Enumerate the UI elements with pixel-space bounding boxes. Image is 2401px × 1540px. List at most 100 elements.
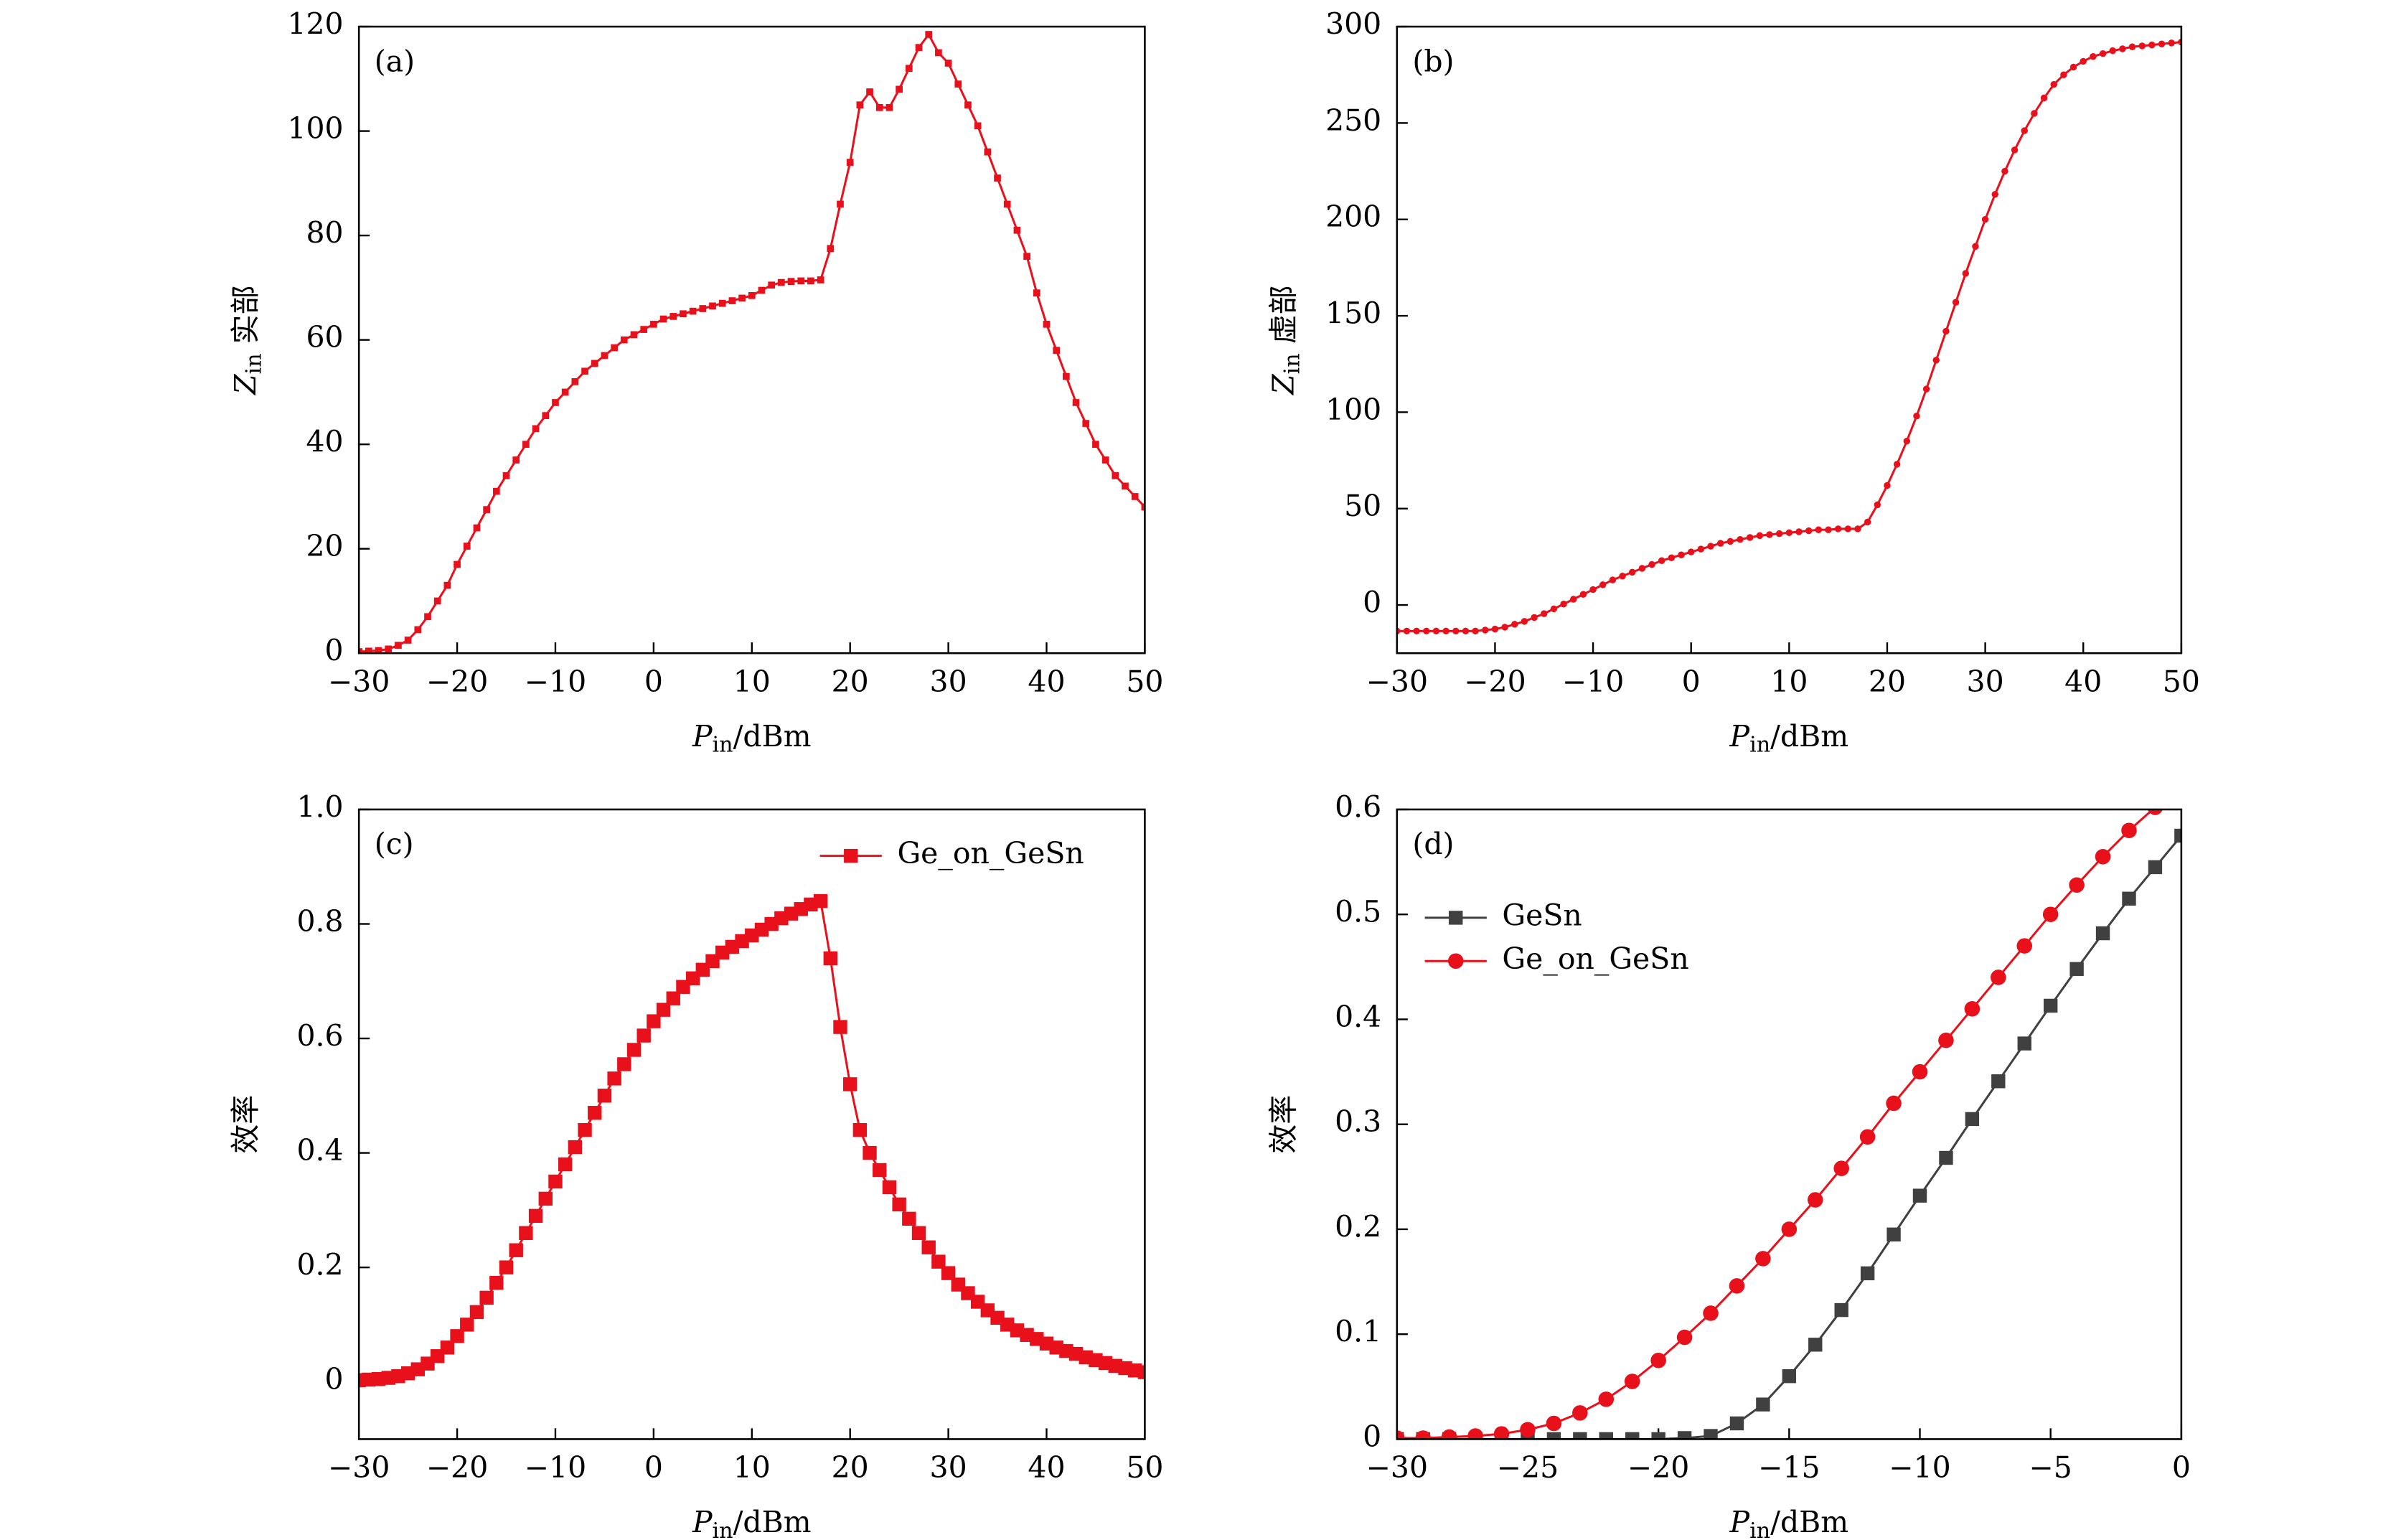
y-axis-label: Zin 虚部 xyxy=(1266,285,1305,396)
marker xyxy=(823,951,838,966)
marker xyxy=(1628,568,1636,576)
x-tick-label: −30 xyxy=(1366,665,1428,699)
marker xyxy=(1766,531,1773,538)
marker xyxy=(728,297,736,304)
marker xyxy=(656,1003,671,1017)
y-tick-label: 250 xyxy=(1325,103,1381,138)
panel: −30 −20 −10 0 10 20 30 40 50 0 50 100 150 200 250 300 Pi… xyxy=(1266,7,2200,758)
marker xyxy=(666,991,680,1005)
y-tick-label: 0.5 xyxy=(1335,895,1381,929)
marker xyxy=(1053,347,1061,355)
marker xyxy=(532,425,540,433)
marker xyxy=(1668,554,1676,561)
xlabel-part: /dBm xyxy=(1770,1505,1848,1539)
marker xyxy=(680,310,687,318)
marker xyxy=(548,1174,563,1189)
marker xyxy=(1864,518,1871,526)
x-tick-label: 0 xyxy=(1682,665,1701,699)
marker xyxy=(1403,627,1411,635)
marker xyxy=(509,1243,523,1257)
marker xyxy=(1033,289,1040,297)
marker xyxy=(568,1140,583,1155)
marker xyxy=(1462,627,1470,635)
xlabel-part: P xyxy=(1729,718,1751,753)
marker xyxy=(2069,877,2085,893)
plot-frame xyxy=(357,25,1146,654)
marker xyxy=(558,1157,573,1172)
marker xyxy=(1697,545,1705,553)
marker xyxy=(1415,1430,1432,1440)
marker xyxy=(748,291,756,299)
marker xyxy=(640,326,648,333)
x-tick-label: 30 xyxy=(930,1450,967,1485)
legend-label: GeSn xyxy=(1502,898,1582,932)
marker xyxy=(626,1043,642,1057)
marker xyxy=(1013,226,1021,234)
marker xyxy=(1546,1415,1562,1432)
y-tick-label: 60 xyxy=(306,320,343,355)
marker xyxy=(1913,413,1920,420)
marker xyxy=(1589,586,1597,593)
y-tick-label: 0.1 xyxy=(1335,1315,1381,1349)
marker xyxy=(2168,39,2175,47)
marker xyxy=(1452,627,1460,635)
x-tick-label: 30 xyxy=(1967,665,2004,699)
marker xyxy=(433,597,441,605)
x-tick-label: 20 xyxy=(1869,665,1906,699)
marker xyxy=(817,276,824,283)
marker xyxy=(1599,581,1607,588)
marker xyxy=(463,543,471,550)
marker xyxy=(630,331,638,339)
marker xyxy=(842,1077,858,1091)
marker xyxy=(2122,891,2136,906)
y-tick-label: 0 xyxy=(325,634,344,668)
legend-label: Ge_on_GeSn xyxy=(1502,942,1688,976)
xlabel-part: in xyxy=(1749,1518,1770,1540)
marker xyxy=(1651,1432,1665,1440)
marker xyxy=(0,1367,14,1381)
x-tick-label: 50 xyxy=(1126,665,1163,699)
x-tick-label: 50 xyxy=(2163,665,2200,699)
marker xyxy=(1137,1365,1145,1379)
marker xyxy=(1707,543,1714,550)
marker xyxy=(1781,1221,1798,1237)
marker xyxy=(522,441,530,449)
marker xyxy=(571,378,579,385)
marker xyxy=(591,360,598,367)
plot-frame xyxy=(357,808,1146,1440)
marker xyxy=(2021,127,2028,134)
marker xyxy=(542,412,550,420)
marker xyxy=(469,1305,484,1320)
marker xyxy=(1854,525,1861,532)
marker xyxy=(636,1028,651,1043)
marker xyxy=(395,642,402,649)
marker xyxy=(519,1226,533,1240)
x-tick-label: −30 xyxy=(328,1450,390,1485)
marker xyxy=(885,104,893,111)
plot-frame xyxy=(1396,808,2183,1440)
marker xyxy=(797,277,805,285)
x-tick-label: 0 xyxy=(644,665,663,699)
panel-label: (b) xyxy=(1412,44,1454,78)
marker xyxy=(1687,548,1695,555)
y-tick-label: 120 xyxy=(287,7,343,42)
marker xyxy=(2017,1036,2031,1051)
marker xyxy=(1884,482,1891,489)
marker xyxy=(440,1341,455,1355)
xlabel-part: P xyxy=(692,1505,713,1539)
marker xyxy=(512,456,520,464)
plot-area xyxy=(1396,38,2181,635)
marker xyxy=(844,848,858,863)
marker xyxy=(479,1290,494,1305)
marker xyxy=(552,399,559,406)
marker xyxy=(1942,327,1950,335)
marker xyxy=(2016,938,2033,954)
marker xyxy=(902,1211,916,1226)
marker xyxy=(1573,1432,1587,1440)
marker xyxy=(1546,1432,1561,1440)
x-tick-label: 20 xyxy=(832,665,869,699)
marker xyxy=(1886,1095,1902,1112)
marker xyxy=(856,101,864,109)
marker xyxy=(1678,551,1685,558)
